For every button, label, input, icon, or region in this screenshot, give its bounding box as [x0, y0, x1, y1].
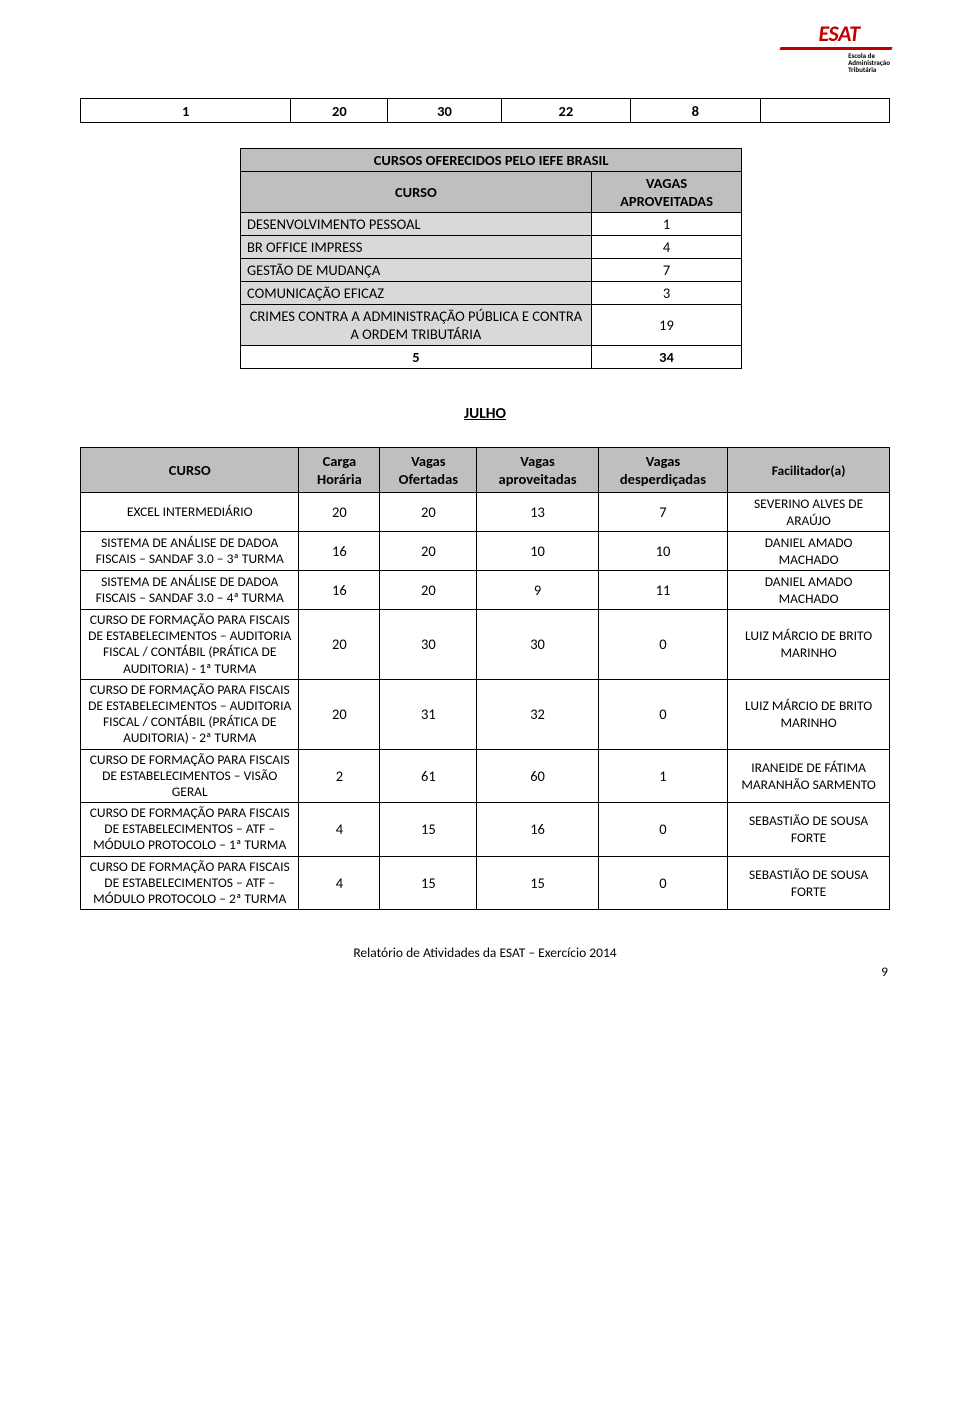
- iefe-row-label: DESENVOLVIMENTO PESSOAL: [241, 213, 592, 236]
- iefe-total-val: 34: [591, 346, 741, 369]
- th-curso: CURSO: [81, 448, 299, 493]
- cell-fa: SEVERINO ALVES DE ARAÚJO: [728, 493, 890, 532]
- iefe-row-val: 4: [591, 236, 741, 259]
- cell-curso: SISTEMA DE ANÁLISE DE DADOA FISCAIS – SA…: [81, 571, 299, 610]
- table-row: CURSO DE FORMAÇÃO PARA FISCAIS DE ESTABE…: [81, 679, 890, 749]
- cell-ch: 20: [299, 679, 380, 749]
- month-header: JULHO: [80, 404, 890, 423]
- cell-of: 31: [380, 679, 477, 749]
- iefe-row-val: 19: [591, 305, 741, 346]
- table-row: EXCEL INTERMEDIÁRIO2020137SEVERINO ALVES…: [81, 493, 890, 532]
- cell-fa: LUIZ MÁRCIO DE BRITO MARINHO: [728, 610, 890, 680]
- iefe-table: CURSOS OFERECIDOS PELO IEFE BRASIL CURSO…: [240, 148, 742, 369]
- cell-de: 7: [598, 493, 727, 532]
- cell-de: 11: [598, 571, 727, 610]
- cell-fa: DANIEL AMADO MACHADO: [728, 532, 890, 571]
- top-c5: 8: [631, 99, 760, 123]
- iefe-total-count: 5: [241, 346, 592, 369]
- cell-of: 20: [380, 571, 477, 610]
- cell-ch: 4: [299, 803, 380, 857]
- cell-ch: 20: [299, 493, 380, 532]
- iefe-h-curso: CURSO: [241, 172, 592, 213]
- logo-sub3: Tributária: [848, 66, 890, 73]
- cell-curso: EXCEL INTERMEDIÁRIO: [81, 493, 299, 532]
- th-desperdicadas: Vagas desperdiçadas: [598, 448, 727, 493]
- top-c6: [760, 99, 889, 123]
- cell-fa: SEBASTIÃO DE SOUSA FORTE: [728, 856, 890, 910]
- cell-ap: 13: [477, 493, 598, 532]
- cell-of: 20: [380, 532, 477, 571]
- cell-ch: 16: [299, 571, 380, 610]
- cell-curso: CURSO DE FORMAÇÃO PARA FISCAIS DE ESTABE…: [81, 610, 299, 680]
- cell-de: 0: [598, 803, 727, 857]
- table-row: SISTEMA DE ANÁLISE DE DADOA FISCAIS – SA…: [81, 571, 890, 610]
- table-row: CURSO DE FORMAÇÃO PARA FISCAIS DE ESTABE…: [81, 803, 890, 857]
- table-row: CURSO DE FORMAÇÃO PARA FISCAIS DE ESTABE…: [81, 610, 890, 680]
- cell-of: 20: [380, 493, 477, 532]
- cell-fa: LUIZ MÁRCIO DE BRITO MARINHO: [728, 679, 890, 749]
- cell-de: 0: [598, 856, 727, 910]
- table-row: CURSO DE FORMAÇÃO PARA FISCAIS DE ESTABE…: [81, 749, 890, 803]
- top-c4: 22: [501, 99, 630, 123]
- cell-ch: 4: [299, 856, 380, 910]
- cell-ch: 16: [299, 532, 380, 571]
- iefe-row-label: GESTÃO DE MUDANÇA: [241, 259, 592, 282]
- th-ofertadas: Vagas Ofertadas: [380, 448, 477, 493]
- cell-ap: 30: [477, 610, 598, 680]
- cell-de: 0: [598, 610, 727, 680]
- th-aproveitadas: Vagas aproveitadas: [477, 448, 598, 493]
- cell-curso: CURSO DE FORMAÇÃO PARA FISCAIS DE ESTABE…: [81, 749, 299, 803]
- cell-ch: 20: [299, 610, 380, 680]
- cell-ap: 9: [477, 571, 598, 610]
- iefe-row-label: COMUNICAÇÃO EFICAZ: [241, 282, 592, 305]
- iefe-row-val: 7: [591, 259, 741, 282]
- logo-text: ESAT: [788, 20, 890, 47]
- cell-of: 61: [380, 749, 477, 803]
- top-c2: 20: [291, 99, 388, 123]
- cell-ap: 32: [477, 679, 598, 749]
- iefe-h-vagas: VAGAS APROVEITADAS: [591, 172, 741, 213]
- cell-curso: CURSO DE FORMAÇÃO PARA FISCAIS DE ESTABE…: [81, 856, 299, 910]
- cell-curso: CURSO DE FORMAÇÃO PARA FISCAIS DE ESTABE…: [81, 679, 299, 749]
- cell-fa: IRANEIDE DE FÁTIMA MARANHÃO SARMENTO: [728, 749, 890, 803]
- th-carga: Carga Horária: [299, 448, 380, 493]
- cell-de: 0: [598, 679, 727, 749]
- cell-of: 15: [380, 856, 477, 910]
- th-facilitador: Facilitador(a): [728, 448, 890, 493]
- page-number: 9: [80, 963, 890, 980]
- summary-top-row-table: 1 20 30 22 8: [80, 98, 890, 123]
- top-c3: 30: [388, 99, 501, 123]
- cell-curso: CURSO DE FORMAÇÃO PARA FISCAIS DE ESTABE…: [81, 803, 299, 857]
- cell-ap: 60: [477, 749, 598, 803]
- cell-de: 10: [598, 532, 727, 571]
- table-row: CURSO DE FORMAÇÃO PARA FISCAIS DE ESTABE…: [81, 856, 890, 910]
- iefe-row-label: CRIMES CONTRA A ADMINISTRAÇÃO PÚBLICA E …: [241, 305, 592, 346]
- courses-table: CURSO Carga Horária Vagas Ofertadas Vaga…: [80, 447, 890, 910]
- iefe-row-label: BR OFFICE IMPRESS: [241, 236, 592, 259]
- cell-ch: 2: [299, 749, 380, 803]
- cell-fa: SEBASTIÃO DE SOUSA FORTE: [728, 803, 890, 857]
- iefe-title: CURSOS OFERECIDOS PELO IEFE BRASIL: [241, 149, 742, 172]
- cell-fa: DANIEL AMADO MACHADO: [728, 571, 890, 610]
- cell-de: 1: [598, 749, 727, 803]
- cell-ap: 10: [477, 532, 598, 571]
- header-logo: ESAT Escola de Administração Tributária: [80, 20, 890, 73]
- footer-text: Relatório de Atividades da ESAT – Exercí…: [80, 944, 890, 961]
- iefe-row-val: 1: [591, 213, 741, 236]
- iefe-row-val: 3: [591, 282, 741, 305]
- cell-ap: 16: [477, 803, 598, 857]
- cell-curso: SISTEMA DE ANÁLISE DE DADOA FISCAIS – SA…: [81, 532, 299, 571]
- table-row: SISTEMA DE ANÁLISE DE DADOA FISCAIS – SA…: [81, 532, 890, 571]
- cell-of: 15: [380, 803, 477, 857]
- top-c1: 1: [81, 99, 291, 123]
- cell-ap: 15: [477, 856, 598, 910]
- cell-of: 30: [380, 610, 477, 680]
